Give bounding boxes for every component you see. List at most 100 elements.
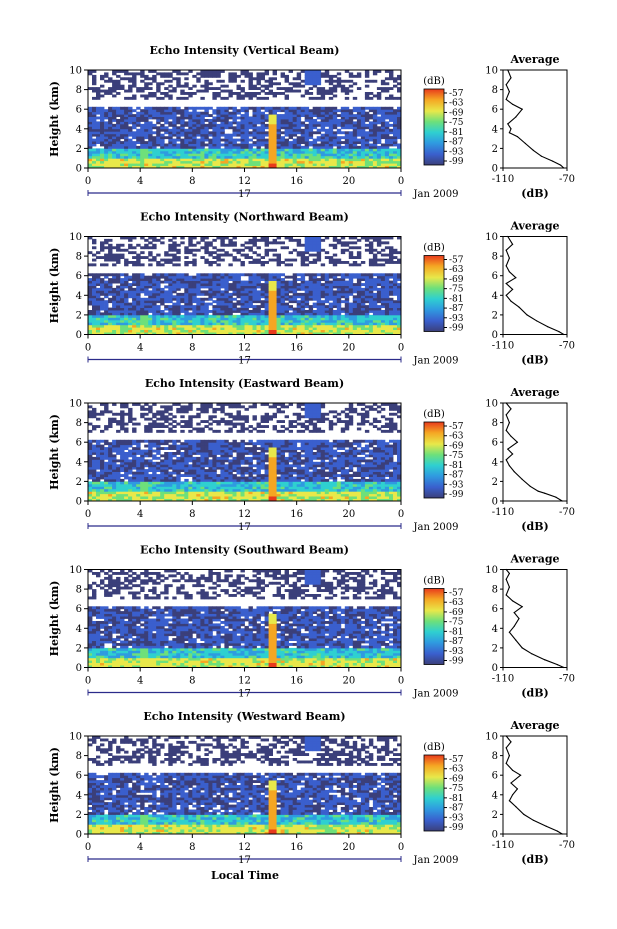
heatmap-cell (120, 447, 125, 450)
heatmap-cell (132, 116, 137, 120)
heatmap-cell (248, 324, 253, 328)
heatmap-cell (280, 329, 285, 333)
heatmap-cell (316, 256, 322, 259)
heatmap-cell (308, 126, 314, 130)
heatmap-cell (244, 273, 249, 277)
heatmap-cell (116, 106, 121, 110)
heatmap-cell (184, 133, 189, 137)
heatmap-cell (344, 70, 350, 73)
heatmap-cell (248, 310, 253, 313)
heatmap-cell (108, 452, 113, 455)
heatmap-cell (108, 481, 113, 485)
heatmap-cell (236, 111, 241, 115)
heatmap-cell (112, 332, 117, 335)
heatmap-cell (88, 447, 93, 450)
heatmap-cell (212, 138, 217, 142)
heatmap-cell (128, 327, 133, 330)
heatmap-cell (92, 275, 97, 279)
heatmap-cell (372, 116, 378, 120)
heatmap-cell (176, 133, 181, 137)
heatmap-cell (284, 150, 289, 154)
heatmap-cell (356, 290, 362, 294)
heatmap-cell (156, 327, 161, 330)
heatmap-cell (144, 131, 149, 135)
heatmap-cell (92, 312, 97, 316)
heatmap-cell (216, 275, 221, 279)
heatmap-cell (120, 163, 125, 166)
heatmap-cell (268, 84, 273, 88)
heatmap-cell (132, 145, 137, 149)
heatmap-cell (332, 322, 338, 326)
heatmap-cell (120, 111, 125, 115)
heatmap-cell (244, 114, 249, 117)
heatmap-cell (240, 145, 245, 149)
heatmap-cell (244, 133, 249, 137)
heatmap-cell (380, 123, 386, 127)
heatmap-cell (296, 145, 302, 149)
heatmap-cell (148, 317, 153, 321)
heatmap-cell (156, 111, 161, 115)
heatmap-cell (212, 280, 217, 284)
heatmap-cell (152, 307, 157, 311)
heatmap-cell (180, 236, 185, 240)
heatmap-cell (108, 478, 113, 482)
heatmap-cell (116, 256, 121, 259)
heatmap-cell (300, 106, 306, 110)
heatmap-cell (340, 84, 346, 88)
heatmap-cell (232, 319, 237, 323)
heatmap-cell (164, 295, 169, 299)
heatmap-cell (352, 82, 358, 86)
heatmap-cell (320, 300, 326, 304)
heatmap-cell (176, 163, 181, 166)
heatmap-cell (292, 148, 298, 152)
heatmap-cell (348, 263, 354, 267)
panel-title: Echo Intensity (Eastward Beam) (145, 377, 344, 390)
heatmap-cell (380, 87, 386, 90)
profile-x-tick-label: -70 (559, 341, 575, 352)
heatmap-cell (120, 319, 125, 323)
heatmap-cell (164, 153, 169, 157)
heatmap-cell (292, 82, 298, 86)
heatmap-cell (389, 136, 394, 140)
heatmap-cell (116, 273, 121, 277)
heatmap-cell (104, 163, 109, 166)
heatmap-cell (344, 126, 350, 130)
heatmap-cell (248, 275, 253, 279)
heatmap-cell (176, 324, 181, 328)
heatmap-cell (184, 121, 189, 125)
heatmap-cell (240, 263, 245, 267)
heatmap-cell (284, 131, 289, 135)
heatmap-cell (312, 79, 318, 83)
heatmap-cell (260, 285, 265, 289)
heatmap-cell (100, 94, 105, 98)
heatmap-cell (320, 275, 326, 279)
heatmap-cell (120, 273, 125, 277)
heatmap-cell (397, 126, 402, 130)
heatmap-cell (268, 136, 273, 140)
heatmap-cell (88, 493, 93, 497)
heatmap-cell (292, 111, 298, 115)
heatmap-cell (156, 310, 161, 313)
heatmap-cell (108, 79, 113, 83)
heatmap-cell (112, 483, 117, 487)
heatmap-cell (144, 280, 149, 284)
heatmap-cell (124, 476, 129, 480)
heatmap-cell (228, 322, 233, 326)
heatmap-cell (124, 310, 129, 313)
heatmap-cell (340, 141, 346, 144)
heatmap-cell (216, 324, 221, 328)
heatmap-cell (96, 138, 101, 142)
heatmap-cell (264, 292, 269, 296)
heatmap-cell (116, 486, 121, 490)
heatmap-cell (124, 275, 129, 279)
heatmap-cell (132, 143, 137, 147)
heatmap-cell (116, 449, 121, 453)
heatmap-cell (92, 412, 97, 416)
heatmap-cell (384, 114, 390, 117)
heatmap-cell (292, 123, 298, 127)
heatmap-cell (116, 444, 121, 448)
heatmap-cell (128, 243, 133, 247)
heatmap-cell (124, 456, 129, 460)
heatmap-cell (172, 243, 177, 247)
heatmap-cell (164, 285, 169, 289)
